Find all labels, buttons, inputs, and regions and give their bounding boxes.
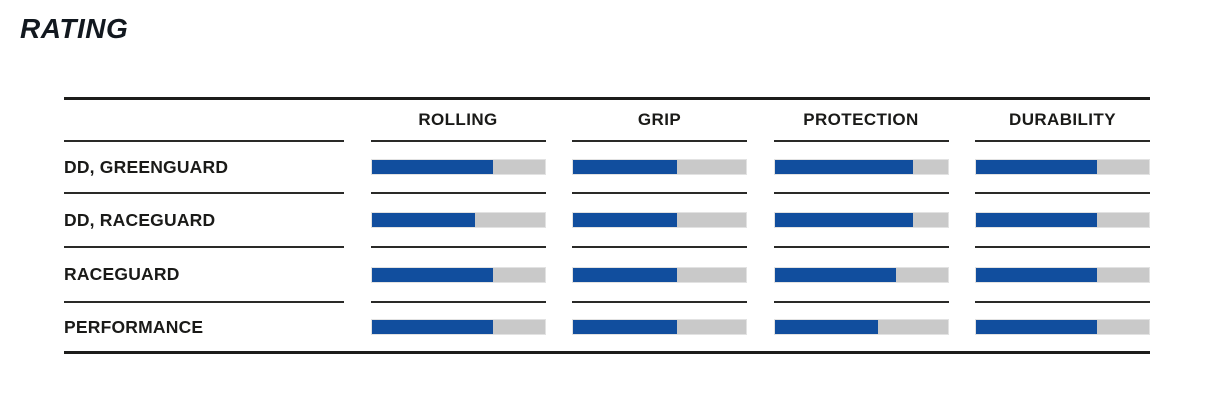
row-label: DD, RACEGUARD <box>64 194 344 248</box>
rating-bar-cell <box>572 303 747 351</box>
row-label: PERFORMANCE <box>64 316 204 337</box>
column-header-grip: GRIP <box>572 100 747 142</box>
rating-bar-fill <box>976 160 1098 174</box>
rating-bar-cell <box>370 142 546 194</box>
column-header-protection: PROTECTION <box>773 100 949 142</box>
rating-bar-cell <box>572 248 747 303</box>
rating-bar-track <box>975 319 1150 335</box>
rating-bar-cell <box>773 303 949 351</box>
rating-bar-fill <box>774 213 913 227</box>
rating-bar-cell <box>975 248 1150 303</box>
rating-bar-fill <box>774 160 913 174</box>
rating-bar-cell <box>370 303 546 351</box>
rating-bar-cell <box>773 248 949 303</box>
column-header-durability: DURABILITY <box>975 100 1150 142</box>
rating-bar-fill <box>774 320 879 334</box>
rating-bar-track <box>773 159 949 175</box>
rating-bar-track <box>975 159 1150 175</box>
column-header-rolling: ROLLING <box>370 100 546 142</box>
rating-bar-cell <box>975 142 1150 194</box>
rating-bar-track <box>975 266 1150 283</box>
page-title: RATING <box>20 13 129 44</box>
rating-bar-cell <box>572 142 747 194</box>
rating-bar-track <box>572 159 747 175</box>
rating-bar-track <box>572 266 747 283</box>
rating-bar-track <box>572 319 747 335</box>
rating-bar-track <box>975 212 1150 228</box>
rating-bar-track <box>572 212 747 228</box>
rating-bar-fill <box>371 213 476 227</box>
rating-bar-cell <box>975 194 1150 248</box>
rating-bar-fill <box>774 267 896 282</box>
rating-bar-cell <box>975 303 1150 351</box>
table-row: DD, GREENGUARD <box>64 142 1150 194</box>
table-row: DD, RACEGUARD <box>64 194 1150 248</box>
rating-bar-cell <box>572 194 747 248</box>
rating-bar-track <box>773 266 949 283</box>
rating-table: ROLLING GRIP PROTECTION DURABILITY DD, G… <box>64 97 1150 354</box>
rating-bar-cell <box>773 194 949 248</box>
rating-bar-cell <box>370 248 546 303</box>
header-row: ROLLING GRIP PROTECTION DURABILITY <box>64 100 1150 142</box>
rating-bar-cell <box>773 142 949 194</box>
rating-bar-fill <box>371 267 493 282</box>
rating-bar-fill <box>573 160 677 174</box>
rating-bar-track <box>773 212 949 228</box>
row-label: RACEGUARD <box>64 248 344 303</box>
rating-bar-fill <box>573 213 677 227</box>
rating-bar-fill <box>976 320 1098 334</box>
rating-bar-track <box>370 319 546 335</box>
rating-bar-fill <box>371 320 493 334</box>
rating-bar-fill <box>573 320 677 334</box>
rating-bar-track <box>370 266 546 283</box>
rating-bar-track <box>370 159 546 175</box>
table-row: PERFORMANCE <box>64 303 1150 351</box>
header-spacer <box>64 100 344 142</box>
table-row: RACEGUARD <box>64 248 1150 303</box>
rating-bar-fill <box>976 267 1098 282</box>
rating-bar-fill <box>573 267 677 282</box>
rating-bar-cell <box>370 194 546 248</box>
rating-bar-track <box>773 319 949 335</box>
rating-bar-fill <box>371 160 493 174</box>
rating-bar-fill <box>976 213 1098 227</box>
rating-bar-track <box>370 212 546 228</box>
row-label: DD, GREENGUARD <box>64 142 344 194</box>
